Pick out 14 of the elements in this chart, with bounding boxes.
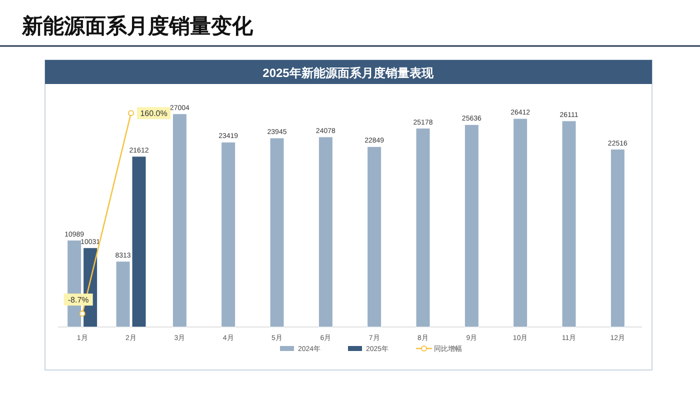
bar (367, 146, 382, 328)
data-label: 160.0% (140, 109, 168, 118)
bar (513, 118, 528, 328)
bar (464, 124, 479, 328)
bar (562, 120, 576, 328)
bar (172, 114, 187, 328)
bar (221, 142, 236, 328)
data-label: -8.7% (68, 296, 89, 305)
bar (610, 149, 625, 328)
bar (416, 128, 430, 328)
bar (270, 138, 284, 328)
chart-subtitle: 2025年新能源面系月度销量表现 (262, 66, 434, 80)
bar (318, 136, 333, 328)
chart-title: 新能源面系月度销量变化 (21, 14, 254, 38)
